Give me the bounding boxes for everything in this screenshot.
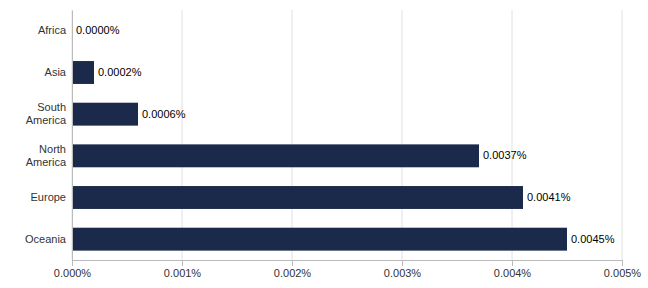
category-label: NorthAmerica xyxy=(26,143,67,168)
bar xyxy=(72,186,523,209)
tick-mark xyxy=(182,260,183,266)
tick-label: 0.000% xyxy=(54,267,92,279)
tick: 0.003% xyxy=(384,260,422,279)
tick-mark xyxy=(292,260,293,266)
category-label: SouthAmerica xyxy=(26,101,67,126)
tick-label: 0.004% xyxy=(494,267,532,279)
bar xyxy=(72,144,479,167)
data-labels: 0.0000% 0.0002% 0.0006% 0.0037% 0.0041% 0.004… xyxy=(76,24,615,244)
data-label: 0.0045% xyxy=(571,233,615,245)
category-tick: NorthAmerica xyxy=(26,143,67,168)
tick-label: 0.003% xyxy=(384,267,422,279)
chart-svg: 0.000% 0.001% 0.002% 0.003% 0.004% 0.005% Afri… xyxy=(0,0,648,288)
data-label: 0.0037% xyxy=(483,149,527,161)
value-axis-line xyxy=(73,260,623,261)
tick-label: 0.002% xyxy=(274,267,312,279)
tick: 0.004% xyxy=(494,260,532,279)
category-label-line: South xyxy=(37,101,66,113)
tick-label: 0.005% xyxy=(604,267,642,279)
data-label: 0.0041% xyxy=(527,191,571,203)
grid xyxy=(72,10,622,260)
category-tick: Africa xyxy=(38,24,67,36)
category-label-line: Asia xyxy=(45,66,67,78)
category-tick: Europe xyxy=(31,191,66,203)
grid-line xyxy=(512,10,513,260)
category-label: Europe xyxy=(31,191,66,203)
grid-line xyxy=(402,10,403,260)
category-label: Oceania xyxy=(25,233,67,245)
bars xyxy=(72,61,567,251)
category-label: Africa xyxy=(38,24,67,36)
category-label-line: Oceania xyxy=(25,233,67,245)
category-label-line: America xyxy=(26,114,67,126)
plot-area: 0.000% 0.001% 0.002% 0.003% 0.004% 0.005% Afri… xyxy=(25,10,641,279)
tick: 0.002% xyxy=(274,260,312,279)
category-label-line: America xyxy=(26,156,67,168)
category-tick: SouthAmerica xyxy=(26,101,67,126)
bar xyxy=(72,61,94,84)
grid-line xyxy=(292,10,293,260)
tick-mark xyxy=(622,260,623,266)
category-label-line: Africa xyxy=(38,24,67,36)
bar xyxy=(72,103,138,126)
data-label: 0.0006% xyxy=(142,108,186,120)
tick-label: 0.001% xyxy=(164,267,202,279)
category-axis: AfricaAsiaSouthAmericaNorthAmericaEurope… xyxy=(25,11,72,261)
category-label-line: North xyxy=(39,143,66,155)
grid-line xyxy=(72,10,73,260)
grid-line xyxy=(622,10,623,260)
tick: 0.000% xyxy=(54,260,92,279)
tick: 0.005% xyxy=(604,260,642,279)
data-label: 0.0002% xyxy=(98,66,142,78)
tick-mark xyxy=(402,260,403,266)
category-tick: Asia xyxy=(45,66,67,78)
category-label-line: Europe xyxy=(31,191,66,203)
bar xyxy=(72,228,567,251)
category-label: Asia xyxy=(45,66,67,78)
grid-line xyxy=(182,10,183,260)
tick-mark xyxy=(72,260,73,266)
category-axis-line xyxy=(72,11,73,261)
value-axis: 0.000% 0.001% 0.002% 0.003% 0.004% 0.005% xyxy=(54,260,642,279)
tick: 0.001% xyxy=(164,260,202,279)
data-label: 0.0000% xyxy=(76,24,120,36)
category-tick: Oceania xyxy=(25,233,67,245)
tick-mark xyxy=(512,260,513,266)
chart-container: 0.000% 0.001% 0.002% 0.003% 0.004% 0.005% Afri… xyxy=(0,0,648,288)
